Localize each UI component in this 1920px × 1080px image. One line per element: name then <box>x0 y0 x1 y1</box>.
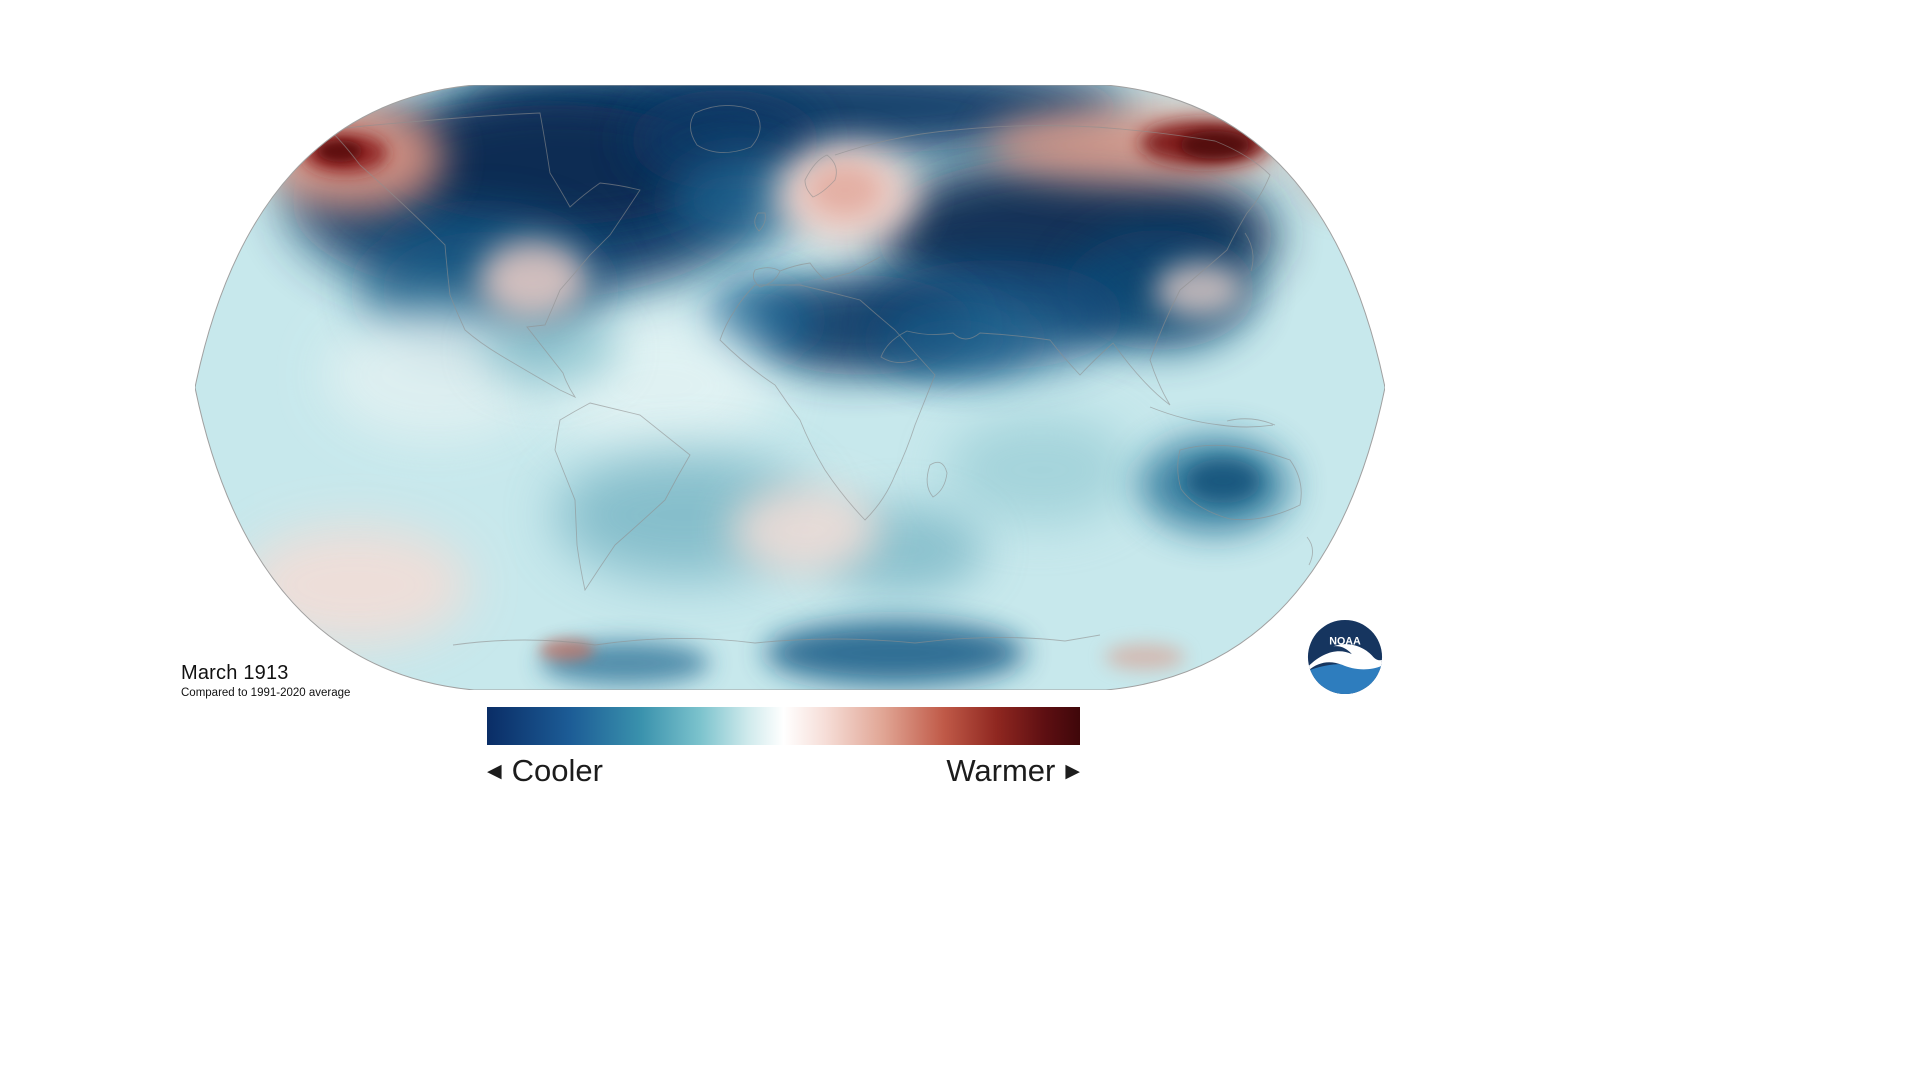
coast-new-guinea <box>1226 418 1276 426</box>
coast-australia <box>1177 444 1302 521</box>
coast-greenland <box>690 105 761 153</box>
anomaly-blob-caribbean-teal <box>480 312 620 388</box>
anomaly-blob-nw-pacific-warm <box>1155 262 1245 318</box>
coast-iberia <box>752 267 781 288</box>
noaa-logo: NOAA <box>1307 619 1383 695</box>
anomaly-blob-north-atlantic-cold <box>670 155 810 245</box>
anomaly-colorbar <box>487 707 1080 745</box>
colorbar-labels: ◀ Cooler Warmer ▶ <box>487 753 1080 789</box>
anomaly-blob-antarctica-cold-1 <box>765 621 1025 685</box>
anomaly-blob-eastern-us-warm <box>478 240 588 320</box>
baseline-label: Compared to 1991-2020 average <box>181 687 351 699</box>
coast-japan <box>1244 232 1254 272</box>
anomaly-blob-antarctica-warm-1 <box>539 639 595 661</box>
noaa-logo-text: NOAA <box>1329 635 1361 647</box>
attribution: March 1913 Compared to 1991-2020 average <box>181 662 350 699</box>
coast-asia <box>834 125 1271 406</box>
coast-madagascar <box>926 461 948 498</box>
anomaly-blob-chukotka-deep <box>1180 131 1250 159</box>
coast-indonesia <box>1149 406 1274 428</box>
coast-africa <box>719 284 936 521</box>
warmer-arrow-icon: ▶ <box>1065 760 1080 782</box>
coast-british-isles <box>754 212 766 232</box>
coast-south-america <box>554 402 691 592</box>
anomaly-blob-south-atlantic-warm <box>730 485 880 575</box>
anomaly-blob-europe-warm-core <box>809 164 881 216</box>
coast-north-america <box>329 112 641 399</box>
map-outline <box>195 85 1385 690</box>
coast-south-europe <box>779 256 881 281</box>
anomaly-blob-south-pacific-warm <box>240 525 470 645</box>
noaa-bird-icon <box>1307 644 1383 671</box>
anomaly-blob-antarctica-warm-2 <box>1105 644 1185 670</box>
coast-antarctica <box>452 634 1101 646</box>
map-date-label: March 1913 <box>181 662 289 684</box>
cooler-label: ◀ Cooler <box>487 753 603 789</box>
cooler-label-text: Cooler <box>511 753 603 788</box>
noaa-logo-art <box>1307 644 1383 695</box>
world-anomaly-map <box>195 85 1385 690</box>
anomaly-blob-alaska-deep <box>318 140 362 162</box>
anomaly-blob-indian-ocean-teal <box>945 415 1135 525</box>
anomaly-blob-australia-core <box>1185 459 1261 503</box>
anomaly-layer <box>240 85 1385 685</box>
coast-scandinavia <box>804 154 837 198</box>
warmer-label-text: Warmer <box>946 753 1056 788</box>
warmer-label: Warmer ▶ <box>946 753 1080 789</box>
anomaly-blob-far-right-warm <box>1305 135 1385 205</box>
coast-new-zealand <box>1306 536 1313 566</box>
coastlines <box>329 105 1313 646</box>
anomaly-blob-mideast-cold <box>880 300 1030 380</box>
legend: ◀ Cooler Warmer ▶ <box>487 707 1080 789</box>
noaa-logo-sea <box>1307 663 1383 695</box>
cooler-arrow-icon: ◀ <box>487 760 502 782</box>
